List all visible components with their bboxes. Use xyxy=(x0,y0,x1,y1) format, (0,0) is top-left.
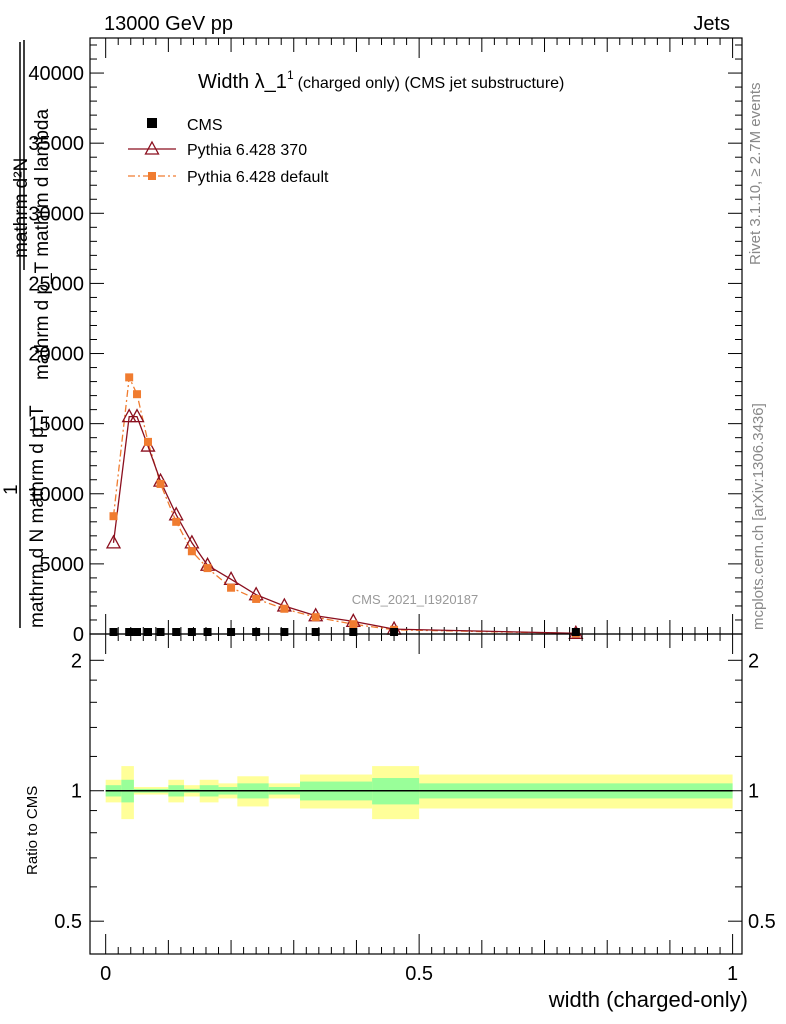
ratio-y-tick-label-left: 1 xyxy=(71,781,82,803)
y-tick-label: 30000 xyxy=(28,203,84,225)
point-cms xyxy=(252,628,261,636)
chart-labels: 13000 GeV pp Jets Rivet 3.1.10, ≥ 2.7M e… xyxy=(1,13,767,1012)
y-axis-label-one: 1 xyxy=(1,484,22,495)
y-tick-label: 35000 xyxy=(28,133,84,155)
point-pythia-default xyxy=(143,437,152,446)
y-tick-label: 5000 xyxy=(40,554,85,576)
series-pythia-default-line xyxy=(112,375,576,635)
point-cms xyxy=(143,628,152,636)
point-pythia370 xyxy=(121,408,137,423)
point-pythia-default xyxy=(187,547,196,556)
point-cms xyxy=(125,628,134,636)
chart-title-sub: (charged only) (CMS jet substructure) xyxy=(298,75,565,92)
y-tick-label: 20000 xyxy=(28,344,84,366)
x-tick-label: 0.5 xyxy=(405,963,433,985)
point-cms xyxy=(311,628,320,636)
chart-title-sup: 1 xyxy=(287,68,294,82)
point-pythia-default xyxy=(172,517,181,526)
y-tick-label: 10000 xyxy=(28,484,84,506)
y-tick-label: 0 xyxy=(73,624,84,646)
y-tick-label: 40000 xyxy=(28,63,84,85)
legend-pythia-default-label: Pythia 6.428 default xyxy=(187,169,329,186)
y-tick-label: 25000 xyxy=(28,273,84,295)
point-cms xyxy=(172,628,181,636)
point-pythia-default xyxy=(156,479,165,488)
point-cms xyxy=(203,628,212,636)
x-tick-label: 0 xyxy=(100,963,111,985)
point-pythia-default xyxy=(133,390,142,399)
point-pythia-default xyxy=(109,512,118,521)
chart-title: Width λ_11 (charged only) (CMS jet substr… xyxy=(198,68,564,93)
point-cms xyxy=(390,628,399,636)
point-pythia370 xyxy=(105,534,122,549)
point-pythia-default xyxy=(280,604,289,613)
point-pythia-default xyxy=(125,373,134,382)
rivet-label: Rivet 3.1.10, ≥ 2.7M events xyxy=(747,83,764,266)
point-cms xyxy=(133,628,142,636)
y-axis-label-top2: mathrm d p_T mathrm d lambda xyxy=(32,109,53,380)
ratio-y-tick-label-left: 0.5 xyxy=(54,911,82,933)
legend-cms-marker xyxy=(147,118,157,128)
y-tick-label: 15000 xyxy=(28,414,84,436)
y-axis-label-top: mathrm d²N xyxy=(11,158,32,258)
point-cms xyxy=(187,628,196,636)
x-axis-label: width (charged-only) xyxy=(548,987,748,1012)
point-pythia-default xyxy=(252,594,261,603)
analysis-watermark: CMS_2021_I1920187 xyxy=(352,592,479,607)
ratio-y-tick-label-right: 0.5 xyxy=(748,911,776,933)
point-pythia-default xyxy=(227,583,236,592)
legend-pythia370-label: Pythia 6.428 370 xyxy=(187,142,307,159)
point-pythia-default xyxy=(203,564,212,573)
legend-pythia370-marker xyxy=(144,140,160,155)
legend-cms-label: CMS xyxy=(187,117,223,134)
point-pythia-default xyxy=(349,620,358,629)
series-pythia370-line xyxy=(112,415,576,634)
point-cms xyxy=(109,628,118,636)
point-pythia-default xyxy=(311,613,320,622)
point-cms xyxy=(227,628,236,636)
chart-title-main: Width λ_1 xyxy=(198,71,287,93)
main-plot-panel: 0 5000 10000 15000 20000 25000 30000 35000 40000 xyxy=(28,37,743,646)
point-cms xyxy=(156,628,165,636)
category-label: Jets xyxy=(693,13,730,35)
point-cms xyxy=(571,628,580,636)
ratio-y-tick-label-left: 2 xyxy=(71,650,82,672)
point-cms xyxy=(349,628,358,636)
y-axis-label-bottom: mathrm d N mathrm d p_T xyxy=(27,405,48,628)
x-tick-label: 1 xyxy=(727,963,738,985)
mcplots-label: mcplots.cern.ch [arXiv:1306.3436] xyxy=(750,403,767,630)
ratio-plot-panel: 0 0.5 1 0.5 0.5 1 1 2 2 xyxy=(54,633,776,985)
point-pythia370 xyxy=(129,408,145,423)
energy-label: 13000 GeV pp xyxy=(104,13,233,35)
legend-pythia-default-marker xyxy=(148,172,156,180)
ratio-y-tick-label-right: 2 xyxy=(748,650,759,672)
ratio-y-label: Ratio to CMS xyxy=(24,786,41,875)
ratio-y-tick-label-right: 1 xyxy=(748,781,759,803)
point-cms xyxy=(280,628,289,636)
legend: CMS Pythia 6.428 370 Pythia 6.428 defaul… xyxy=(128,117,329,186)
ratio-plot-frame xyxy=(89,633,743,955)
